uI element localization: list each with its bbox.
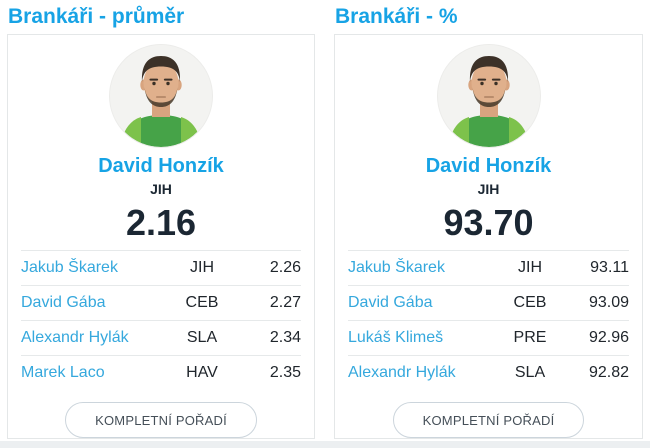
leader-team: JIH: [477, 181, 500, 197]
team-abbr: HAV: [186, 364, 218, 381]
player-link[interactable]: Jakub Škarek: [348, 259, 445, 276]
stat-value: 93.11: [590, 259, 629, 276]
player-link[interactable]: Jakub Škarek: [21, 259, 118, 276]
table-row: Marek Laco HAV 2.35: [21, 355, 301, 390]
leader-name[interactable]: David Honzík: [98, 155, 224, 177]
leader-value: 93.70: [443, 202, 534, 243]
table-row: Alexandr Hylák SLA 92.82: [348, 355, 629, 390]
team-abbr: SLA: [514, 364, 546, 381]
stat-value: 2.35: [269, 364, 301, 381]
player-avatar[interactable]: [437, 45, 540, 147]
table-row: David Gába CEB 93.09: [348, 285, 629, 320]
player-link[interactable]: Lukáš Klimeš: [348, 329, 444, 346]
stat-value: 92.82: [588, 364, 629, 381]
section-title: Brankáři - %: [335, 5, 458, 28]
section-percentage: Brankáři - %: [334, 0, 643, 439]
leader-card: David Honzík JIH 93.70 Jakub Škarek JIH …: [334, 34, 643, 439]
ranking-list: Jakub Škarek JIH 93.11 David Gába CEB 93…: [335, 250, 642, 390]
team-abbr: PRE: [513, 329, 547, 346]
section-average: Brankáři - průměr: [7, 0, 315, 439]
stat-value: 2.26: [269, 259, 301, 276]
stat-value: 92.96: [588, 329, 629, 346]
stat-value: 93.09: [588, 294, 629, 311]
player-link[interactable]: David Gába: [21, 294, 106, 311]
table-row: Lukáš Klimeš PRE 92.96: [348, 320, 629, 355]
table-row: David Gába CEB 2.27: [21, 285, 301, 320]
stat-value: 2.27: [269, 294, 301, 311]
table-row: Alexandr Hylák SLA 2.34: [21, 320, 301, 355]
team-abbr: SLA: [186, 329, 218, 346]
section-title: Brankáři - průměr: [8, 5, 185, 28]
team-abbr: CEB: [513, 294, 547, 311]
leader-value: 2.16: [125, 202, 197, 243]
player-avatar[interactable]: [110, 45, 212, 147]
team-abbr: JIH: [518, 259, 542, 276]
team-abbr: CEB: [185, 294, 219, 311]
player-link[interactable]: Alexandr Hylák: [348, 364, 456, 381]
stat-value: 2.34: [269, 329, 301, 346]
leader-card: David Honzík JIH 2.16 Jakub Škarek JIH 2…: [7, 34, 315, 439]
complete-ranking-button[interactable]: KOMPLETNÍ POŘADÍ: [65, 402, 257, 438]
player-link[interactable]: Marek Laco: [21, 364, 105, 381]
leader-team: JIH: [150, 181, 172, 197]
table-row: Jakub Škarek JIH 93.11: [348, 250, 629, 285]
next-section-edge: [0, 441, 650, 448]
player-link[interactable]: Alexandr Hylák: [21, 329, 129, 346]
table-row: Jakub Škarek JIH 2.26: [21, 250, 301, 285]
complete-ranking-button[interactable]: KOMPLETNÍ POŘADÍ: [392, 402, 585, 438]
ranking-list: Jakub Škarek JIH 2.26 David Gába CEB 2.2…: [8, 250, 314, 390]
leader-name[interactable]: David Honzík: [425, 155, 552, 177]
player-link[interactable]: David Gába: [348, 294, 433, 311]
team-abbr: JIH: [190, 259, 214, 276]
